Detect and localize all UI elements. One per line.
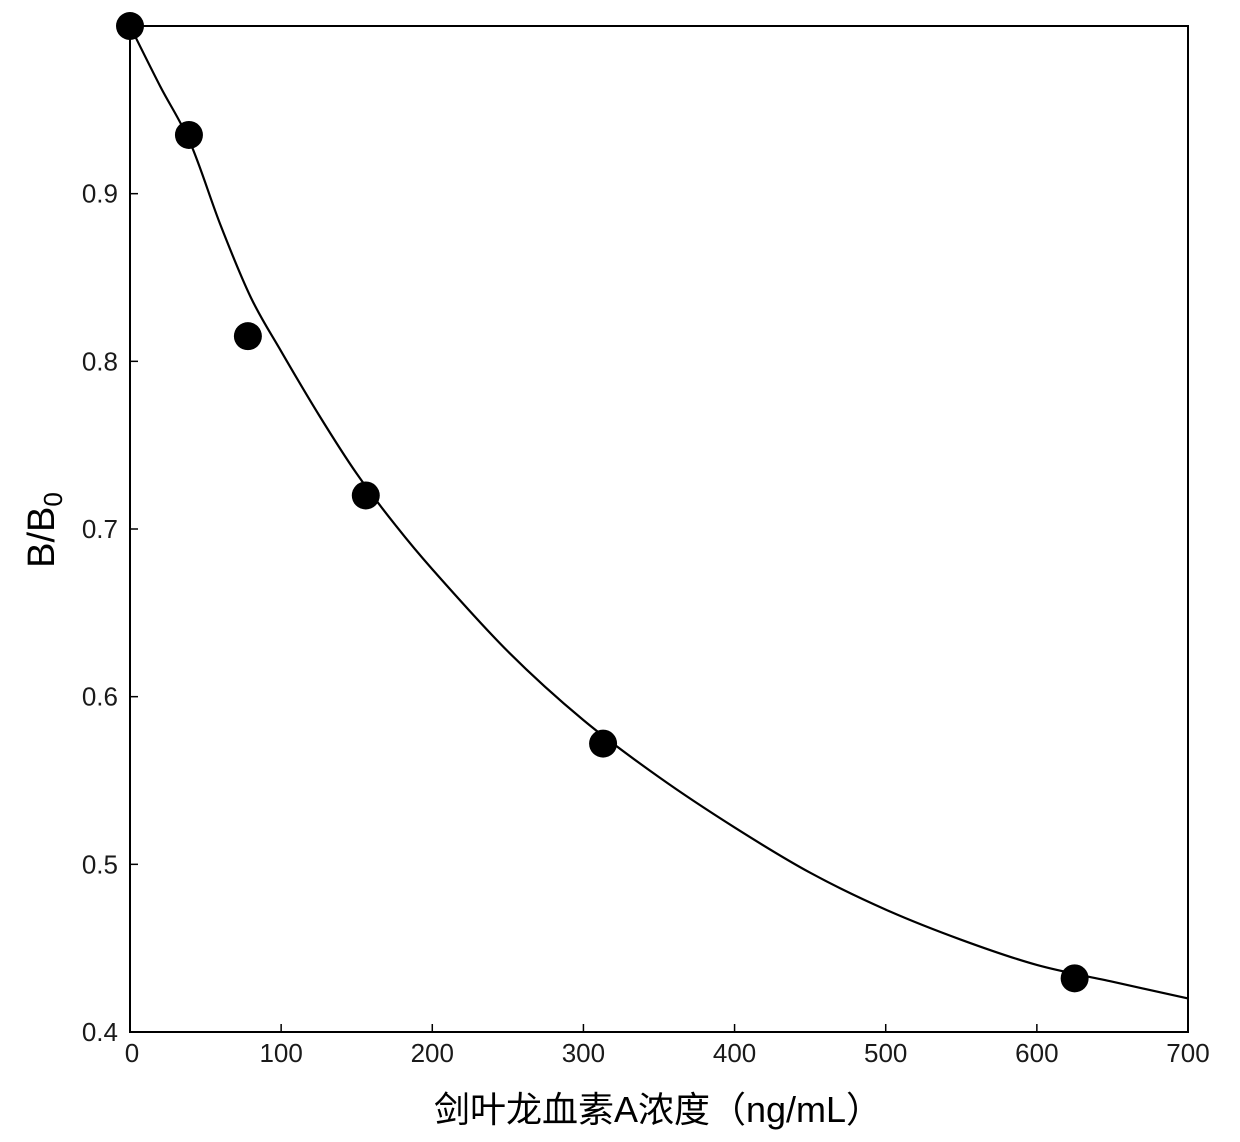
data-point [116,12,144,40]
x-tick-label: 600 [1015,1038,1058,1068]
x-tick-label: 700 [1166,1038,1209,1068]
x-axis-label: 剑叶龙血素A浓度（ng/mL） [434,1089,882,1130]
y-axis-label: B/B0 [21,492,68,568]
y-axis-label-main: B/B [21,507,63,568]
y-tick-label: 0.8 [82,346,118,376]
data-point [234,322,262,350]
x-tick-label: 200 [411,1038,454,1068]
data-point [175,121,203,149]
y-tick-label: 0.5 [82,849,118,879]
y-tick-label: 0.6 [82,682,118,712]
x-tick-label: 500 [864,1038,907,1068]
plot-frame [130,26,1188,1032]
x-tick-label: 400 [713,1038,756,1068]
data-point [352,481,380,509]
y-axis-label-subscript: 0 [38,492,68,506]
data-point [1061,964,1089,992]
data-point [589,730,617,758]
x-tick-label: 0 [125,1038,139,1068]
y-tick-label: 0.4 [82,1017,118,1047]
x-tick-label: 100 [259,1038,302,1068]
fitted-curve [130,26,1188,998]
x-tick-label: 300 [562,1038,605,1068]
y-tick-label: 0.9 [82,179,118,209]
y-tick-label: 0.7 [82,514,118,544]
